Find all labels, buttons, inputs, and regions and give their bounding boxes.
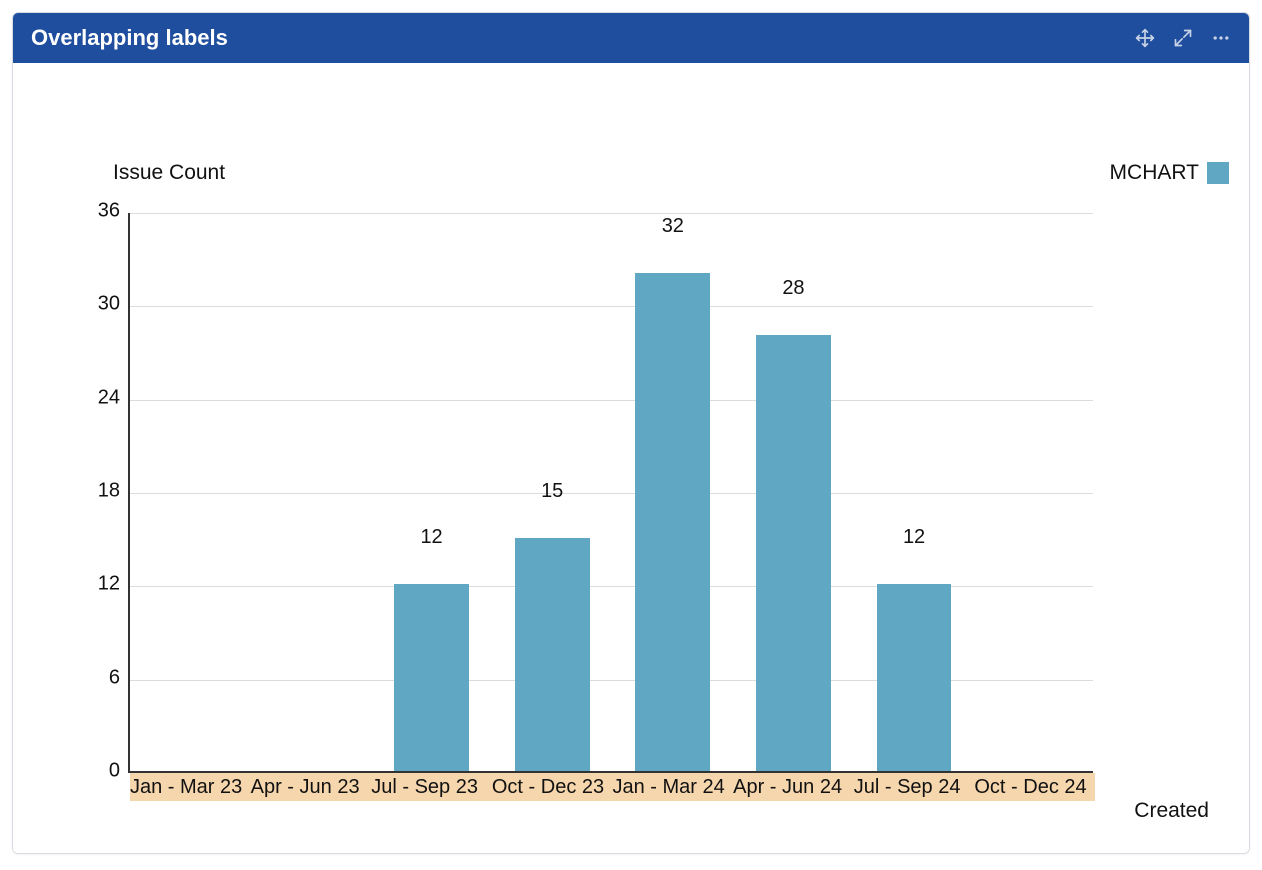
- y-tick-label: 30: [98, 293, 130, 316]
- x-tick-label: Jul - Sep 23: [371, 776, 478, 799]
- y-tick-label: 24: [98, 386, 130, 409]
- bar-value-label: 28: [782, 277, 804, 306]
- x-tick-label: Apr - Jun 23: [251, 776, 360, 799]
- x-tick-label: Jul - Sep 24: [854, 776, 961, 799]
- legend-swatch: [1207, 162, 1229, 184]
- chart-bar[interactable]: [635, 273, 710, 771]
- chart-bar[interactable]: [756, 335, 831, 771]
- y-tick-label: 12: [98, 573, 130, 596]
- grid-line: [130, 400, 1093, 401]
- bar-value-label: 32: [662, 215, 684, 244]
- chart-panel: Overlapping labels: [12, 12, 1250, 854]
- x-tick-label: Apr - Jun 24: [733, 776, 842, 799]
- y-tick-label: 6: [109, 666, 130, 689]
- y-tick-label: 0: [109, 760, 130, 783]
- plot-area: 061218243036Jan - Mar 23Apr - Jun 23Jul …: [128, 213, 1093, 773]
- bar-value-label: 15: [541, 480, 563, 509]
- panel-header-actions: [1135, 28, 1231, 48]
- chart-bar[interactable]: [394, 584, 469, 771]
- chart-bar[interactable]: [515, 538, 590, 771]
- move-icon[interactable]: [1135, 28, 1155, 48]
- chart-bar[interactable]: [877, 584, 952, 771]
- bar-value-label: 12: [903, 526, 925, 555]
- x-tick-label: Jan - Mar 23: [130, 776, 242, 799]
- panel-title: Overlapping labels: [31, 25, 228, 51]
- legend-label: MCHART: [1110, 161, 1199, 185]
- y-axis-title: Issue Count: [113, 161, 225, 185]
- grid-line: [130, 493, 1093, 494]
- y-tick-label: 18: [98, 480, 130, 503]
- x-tick-label: Jan - Mar 24: [613, 776, 725, 799]
- x-axis-title: Created: [1134, 799, 1209, 823]
- issue-count-chart: Issue Count Created MCHART 061218243036J…: [13, 63, 1249, 853]
- more-icon[interactable]: [1211, 28, 1231, 48]
- bar-value-label: 12: [420, 526, 442, 555]
- grid-line: [130, 213, 1093, 214]
- grid-line: [130, 306, 1093, 307]
- y-tick-label: 36: [98, 200, 130, 223]
- x-tick-label: Oct - Dec 23: [492, 776, 604, 799]
- panel-body: Issue Count Created MCHART 061218243036J…: [13, 63, 1249, 853]
- expand-icon[interactable]: [1173, 28, 1193, 48]
- chart-legend: MCHART: [1110, 161, 1229, 185]
- x-tick-label: Oct - Dec 24: [974, 776, 1086, 799]
- panel-header: Overlapping labels: [13, 13, 1249, 63]
